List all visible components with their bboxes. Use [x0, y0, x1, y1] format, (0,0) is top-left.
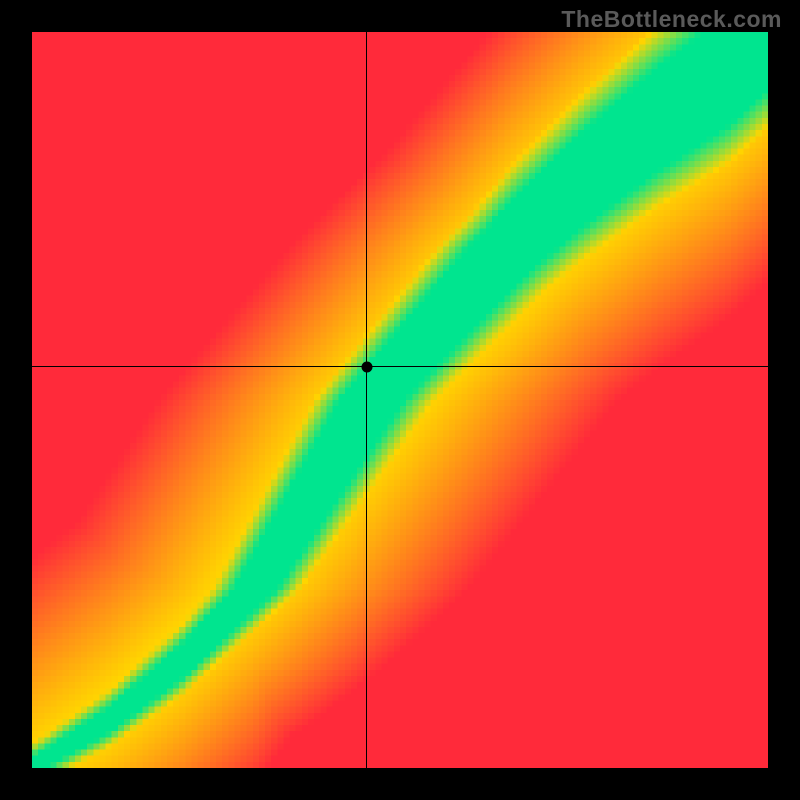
crosshair-horizontal [32, 366, 768, 367]
bottleneck-heatmap [32, 32, 768, 768]
data-point-marker [361, 361, 372, 372]
attribution-text: TheBottleneck.com [561, 6, 782, 33]
crosshair-vertical [366, 32, 367, 768]
chart-container: TheBottleneck.com [0, 0, 800, 800]
